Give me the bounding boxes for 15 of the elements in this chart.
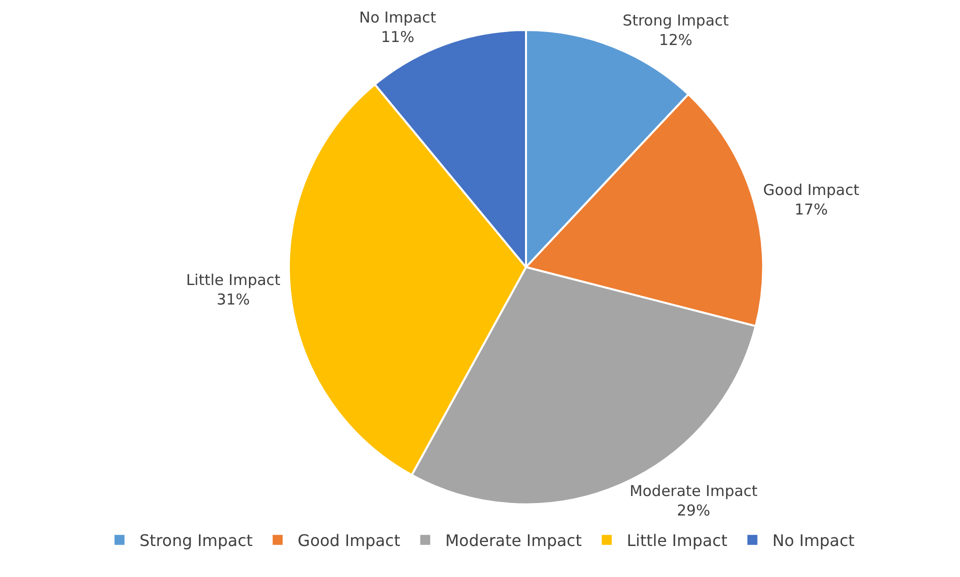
legend-label: Strong Impact [140,531,253,550]
data-label: 17% [794,200,828,218]
data-label: 29% [676,501,710,520]
legend-label: No Impact [772,531,855,550]
slice-label: Strong Impact [622,12,729,30]
data-label: 11% [380,28,414,46]
slice-label: Little Impact [186,270,281,289]
legend-label: Little Impact [626,531,728,550]
slice-label: Moderate Impact [630,482,758,500]
data-label: 31% [216,290,250,308]
slice-label: No Impact [359,8,436,27]
legend-label: Moderate Impact [445,531,582,550]
legend-label: Good Impact [298,531,400,550]
data-label: 12% [659,31,692,50]
slice-label: Good Impact [763,180,860,199]
